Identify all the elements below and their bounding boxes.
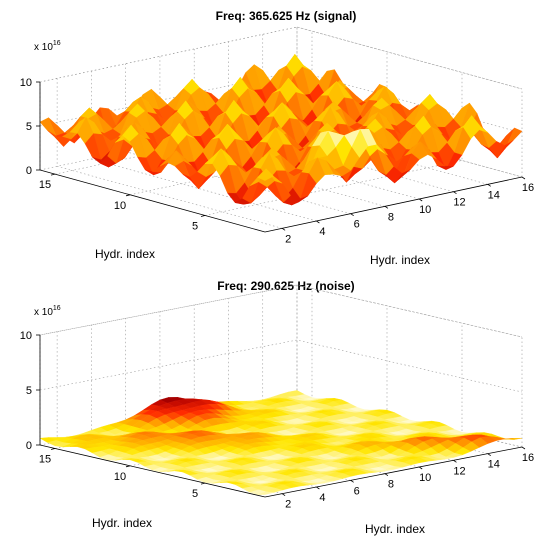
x-tick-mark xyxy=(418,198,423,202)
surface-mesh xyxy=(39,53,523,206)
x-gridline xyxy=(56,78,283,229)
x-tick-label: 4 xyxy=(319,492,325,504)
x-axis-label: Hydr. index xyxy=(370,253,430,267)
x-tick-label: 12 xyxy=(453,197,465,209)
y-tick-label: 10 xyxy=(114,200,126,212)
y-tick-label: 15 xyxy=(39,453,51,465)
x-tick-label: 8 xyxy=(388,211,394,223)
x-tick-label: 2 xyxy=(285,233,291,245)
x-tick-mark xyxy=(316,220,320,224)
x-tick-mark xyxy=(487,184,491,187)
surface-plot-noise: Freq: 290.625 Hz (noise) 2 4 6 8 10 12 14 16 5 10… xyxy=(20,279,534,536)
x-tick-mark xyxy=(521,446,526,450)
axes: 2 4 6 8 10 12 14 16 5 10 15 0 5 10 xyxy=(20,330,534,511)
x-axis-line xyxy=(264,176,523,233)
x-tick-label: 14 xyxy=(488,459,500,471)
x-tick-label: 4 xyxy=(319,226,325,238)
z-tick-label: 0 xyxy=(26,440,32,452)
y-tick-mark xyxy=(125,194,131,197)
x-tick-label: 12 xyxy=(453,465,465,477)
x-tick-mark xyxy=(418,466,423,470)
y-axis-line xyxy=(39,444,266,498)
x-tick-mark xyxy=(453,460,457,463)
z-tick-label: 0 xyxy=(26,165,32,177)
y-axis-label: Hydr. index xyxy=(95,247,155,261)
x-tick-mark xyxy=(281,493,286,496)
x-gridline xyxy=(91,71,317,222)
y-axis-label: Hydr. index xyxy=(92,516,152,530)
back-wall-right xyxy=(296,284,523,447)
z-exponent-label: x 1016 xyxy=(34,305,61,318)
x-tick-label: 6 xyxy=(354,485,360,497)
y-tick-label: 5 xyxy=(192,220,198,232)
surface-face xyxy=(257,491,274,495)
y-tick-mark xyxy=(125,465,131,468)
y-gridline xyxy=(129,51,388,196)
y-tick-mark xyxy=(50,173,56,176)
z-tick-label: 10 xyxy=(20,77,32,89)
x-tick-mark xyxy=(350,480,354,483)
x-tick-label: 10 xyxy=(419,204,431,216)
chart-title: Freq: 290.625 Hz (noise) xyxy=(217,279,354,293)
surface-plot-signal: Freq: 365.625 Hz (signal) 2 4 6 8 10 12 14 16 5 1… xyxy=(20,9,534,267)
z-gridline xyxy=(39,339,523,393)
x-tick-label: 14 xyxy=(488,189,500,201)
y-tick-label: 5 xyxy=(192,488,198,500)
x-tick-mark xyxy=(453,191,457,194)
x-axis-label: Hydr. index xyxy=(365,522,425,536)
y-tick-label: 15 xyxy=(39,179,51,191)
y-tick-mark xyxy=(50,448,56,450)
y-tick-mark xyxy=(200,215,206,217)
x-tick-label: 16 xyxy=(522,182,534,194)
surface-face xyxy=(437,165,454,170)
y-axis-line xyxy=(39,169,266,233)
x-axis-line xyxy=(264,446,523,498)
x-tick-mark xyxy=(316,486,320,490)
x-tick-mark xyxy=(487,453,491,456)
x-tick-label: 10 xyxy=(419,472,431,484)
surface-face xyxy=(257,168,274,181)
x-tick-mark xyxy=(384,206,389,209)
y-tick-label: 10 xyxy=(114,471,126,483)
x-tick-mark xyxy=(384,473,389,476)
x-tick-label: 6 xyxy=(354,219,360,231)
z-tick-label: 5 xyxy=(26,121,32,133)
z-tick-label: 10 xyxy=(20,330,32,342)
z-exponent-label: x 1016 xyxy=(34,40,61,53)
z-tick-label: 5 xyxy=(26,385,32,397)
x-tick-label: 2 xyxy=(285,499,291,511)
x-tick-label: 8 xyxy=(388,479,394,491)
chart-title: Freq: 365.625 Hz (signal) xyxy=(216,9,357,23)
surface-mesh xyxy=(39,390,523,495)
x-tick-mark xyxy=(281,228,286,231)
y-tick-mark xyxy=(200,482,206,485)
x-tick-mark xyxy=(521,176,526,180)
x-tick-mark xyxy=(350,213,354,216)
y-gridline xyxy=(54,31,313,175)
y-gridline xyxy=(204,72,463,216)
back-wall-left xyxy=(39,284,298,445)
axes: 2 4 6 8 10 12 14 16 5 10 15 0 5 10 xyxy=(20,77,534,245)
x-tick-label: 16 xyxy=(522,452,534,464)
